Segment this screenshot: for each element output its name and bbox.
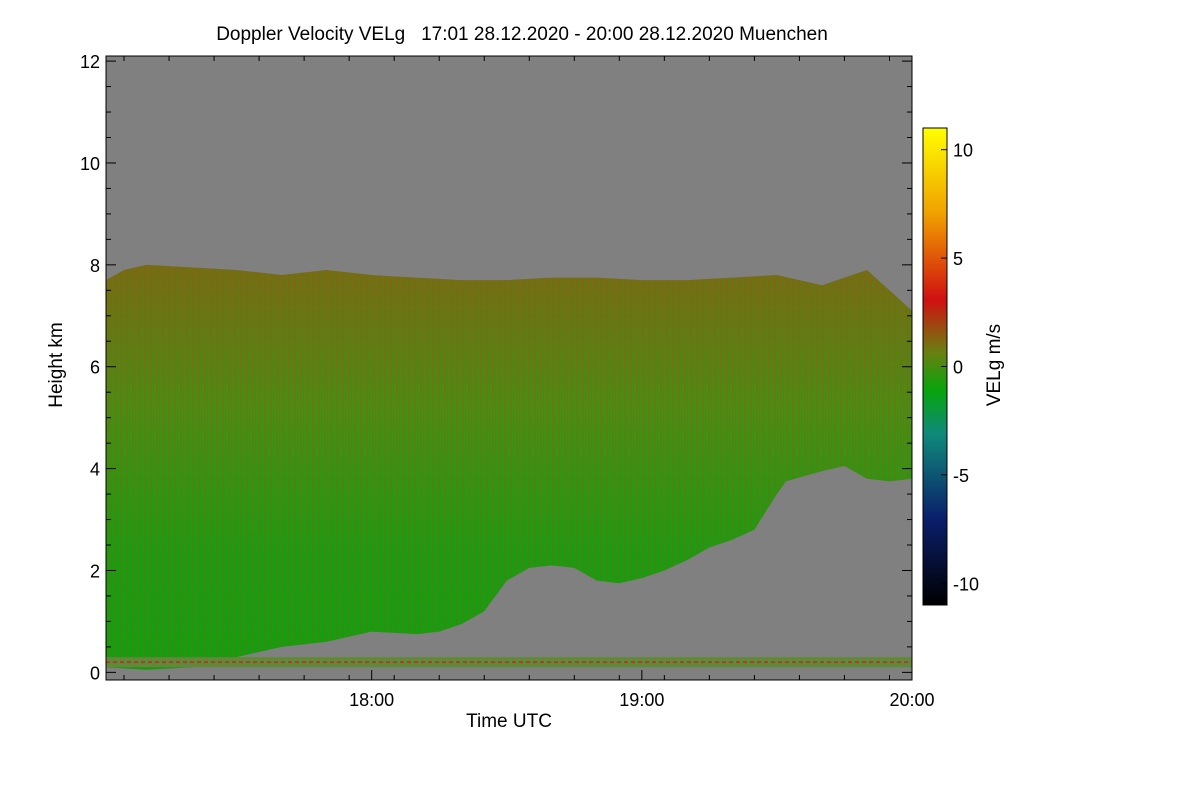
x-tick-label: 20:00: [889, 690, 934, 710]
colorbar: 10 5 0 -5 -10 VELg m/s: [922, 127, 1005, 606]
y-tick-label: 10: [80, 154, 100, 174]
y-axis: 0 2 4 6 8 10 12: [80, 52, 912, 683]
x-axis: 18:00 19:00 20:00: [123, 56, 935, 710]
plot-area: [106, 56, 912, 680]
y-tick-label: 4: [90, 460, 100, 480]
y-tick-label: 0: [90, 663, 100, 683]
y-tick-label: 12: [80, 52, 100, 72]
y-tick-label: 8: [90, 256, 100, 276]
colorbar-label: VELg m/s: [984, 324, 1005, 406]
y-tick-label: 6: [90, 358, 100, 378]
y-axis-label: Height km: [46, 322, 67, 408]
y-tick-label: 2: [90, 561, 100, 581]
plot-frame: [105, 55, 913, 681]
colorbar-tick-label: 10: [953, 141, 973, 161]
cloud-streaks: [106, 264, 912, 670]
colorbar-ticks: 10 5 0 -5 -10: [941, 141, 979, 594]
colorbar-tick-label: 5: [953, 249, 963, 269]
x-tick-label: 18:00: [349, 690, 394, 710]
x-axis-label: Time UTC: [466, 711, 552, 732]
colorbar-tick-label: -10: [953, 574, 979, 594]
colorbar-tick-label: -5: [953, 466, 969, 486]
colorbar-tick-label: 0: [953, 358, 963, 378]
chart-title: Doppler Velocity VELg 17:01 28.12.2020 -…: [216, 24, 828, 45]
x-tick-label: 19:00: [619, 690, 664, 710]
